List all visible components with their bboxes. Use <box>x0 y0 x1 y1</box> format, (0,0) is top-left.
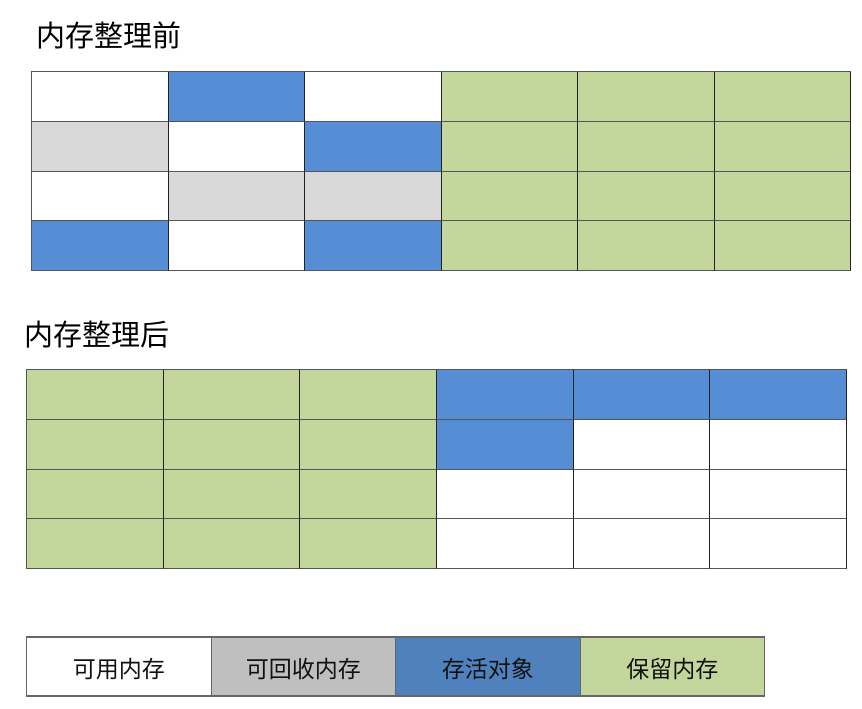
memory-block-free <box>573 469 711 520</box>
memory-block-recyclable <box>32 121 169 172</box>
memory-block-reserved <box>441 72 578 122</box>
memory-block-free <box>305 72 442 122</box>
after-title: 内存整理后 <box>24 318 170 352</box>
memory-block-free <box>710 469 847 520</box>
legend-label: 存活对象 <box>441 656 534 683</box>
memory-block-reserved <box>27 519 164 569</box>
legend-live: 存活对象 <box>395 638 580 695</box>
legend-recyclable: 可回收内存 <box>210 638 395 695</box>
memory-block-live <box>437 419 574 470</box>
memory-block-live <box>305 121 442 172</box>
memory-block-free <box>437 469 574 520</box>
memory-block-reserved <box>441 171 578 222</box>
before-title: 内存整理前 <box>36 19 182 53</box>
memory-block-live <box>305 221 442 271</box>
memory-block-live <box>573 370 711 420</box>
memory-block-live <box>437 370 574 420</box>
memory-block-reserved <box>441 221 578 271</box>
memory-block-reserved <box>163 469 301 520</box>
memory-block-free <box>573 519 711 569</box>
memory-grid-before <box>31 71 851 271</box>
memory-block-reserved <box>300 419 437 470</box>
memory-block-free <box>32 171 169 222</box>
memory-block-free <box>710 519 847 569</box>
memory-block-recyclable <box>168 171 305 222</box>
memory-block-reserved <box>163 370 301 420</box>
memory-block-reserved <box>714 171 851 222</box>
memory-block-live <box>710 370 847 420</box>
memory-block-reserved <box>300 370 437 420</box>
memory-block-reserved <box>163 519 301 569</box>
memory-block-reserved <box>714 72 851 122</box>
legend-label: 保留内存 <box>626 656 719 683</box>
memory-block-reserved <box>163 419 301 470</box>
memory-block-free <box>573 419 711 470</box>
memory-block-reserved <box>578 72 715 122</box>
memory-block-reserved <box>714 121 851 172</box>
memory-block-reserved <box>578 171 715 222</box>
legend-label: 可回收内存 <box>245 656 361 683</box>
memory-block-free <box>710 419 847 470</box>
memory-block-free <box>168 221 305 271</box>
memory-block-reserved <box>441 121 578 172</box>
memory-block-free <box>32 72 169 122</box>
memory-block-recyclable <box>305 171 442 222</box>
legend-reserved: 保留内存 <box>579 638 765 695</box>
memory-block-reserved <box>714 221 851 271</box>
memory-block-free <box>437 519 574 569</box>
memory-block-reserved <box>578 121 715 172</box>
memory-block-live <box>168 72 305 122</box>
legend: 可用内存 可回收内存 存活对象 保留内存 <box>26 636 765 697</box>
legend-free: 可用内存 <box>26 638 211 695</box>
memory-block-free <box>168 121 305 172</box>
memory-block-live <box>32 221 169 271</box>
memory-block-reserved <box>578 221 715 271</box>
memory-grid-after <box>26 369 847 569</box>
legend-label: 可用内存 <box>72 656 165 683</box>
memory-block-reserved <box>300 469 437 520</box>
memory-block-reserved <box>300 519 437 569</box>
memory-block-reserved <box>27 419 164 470</box>
memory-block-reserved <box>27 469 164 520</box>
memory-block-reserved <box>27 370 164 420</box>
